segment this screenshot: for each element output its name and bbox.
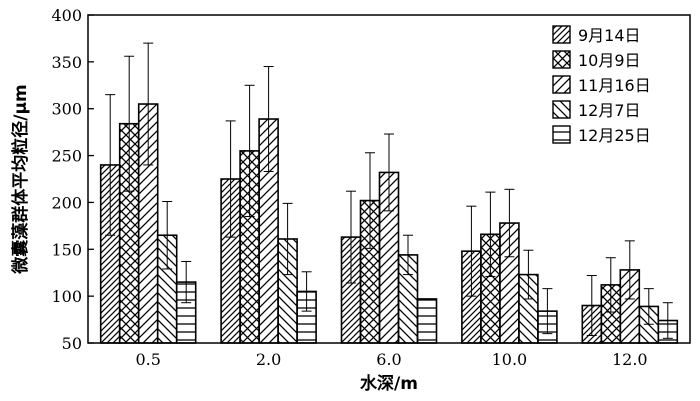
y-tick-label: 400 xyxy=(51,6,82,25)
y-tick-label: 100 xyxy=(51,287,82,306)
legend: 9月14日 10月9日 11月16日 12月7日 12月25日 xyxy=(552,25,651,145)
x-axis-title: 水深/m xyxy=(360,373,418,394)
bar xyxy=(416,298,438,344)
x-tick-label: 2.0 xyxy=(256,350,281,369)
y-tick-label: 300 xyxy=(51,100,82,119)
legend-label: 12月7日 xyxy=(578,101,641,120)
legend-swatch xyxy=(552,25,571,44)
legend-swatch xyxy=(552,125,571,144)
legend-label: 10月9日 xyxy=(578,51,641,70)
y-tick-label: 150 xyxy=(51,240,82,259)
y-tick-label: 350 xyxy=(51,53,82,72)
x-tick-label: 12.0 xyxy=(612,350,648,369)
x-tick-label: 0.5 xyxy=(135,350,160,369)
legend-label: 12月25日 xyxy=(578,126,651,145)
y-tick-label: 200 xyxy=(51,193,82,212)
y-axis: 50 100 150 200 250 300 350 400 xyxy=(51,6,94,353)
error-bars-layer xyxy=(105,42,673,339)
plot-frame xyxy=(87,14,691,344)
legend-swatch xyxy=(552,75,571,94)
x-tick-label: 6.0 xyxy=(376,350,401,369)
y-tick-label: 50 xyxy=(62,334,82,353)
x-axis: 0.5 2.0 6.0 10.0 12.0 xyxy=(135,350,647,369)
legend-swatch xyxy=(552,100,571,119)
x-tick-label: 10.0 xyxy=(492,350,528,369)
legend-label: 9月14日 xyxy=(578,26,641,45)
legend-label: 11月16日 xyxy=(578,76,651,95)
y-tick-label: 250 xyxy=(51,147,82,166)
y-axis-title: 微囊藻群体平均粒径/μm xyxy=(10,84,31,274)
legend-swatch xyxy=(552,50,571,69)
